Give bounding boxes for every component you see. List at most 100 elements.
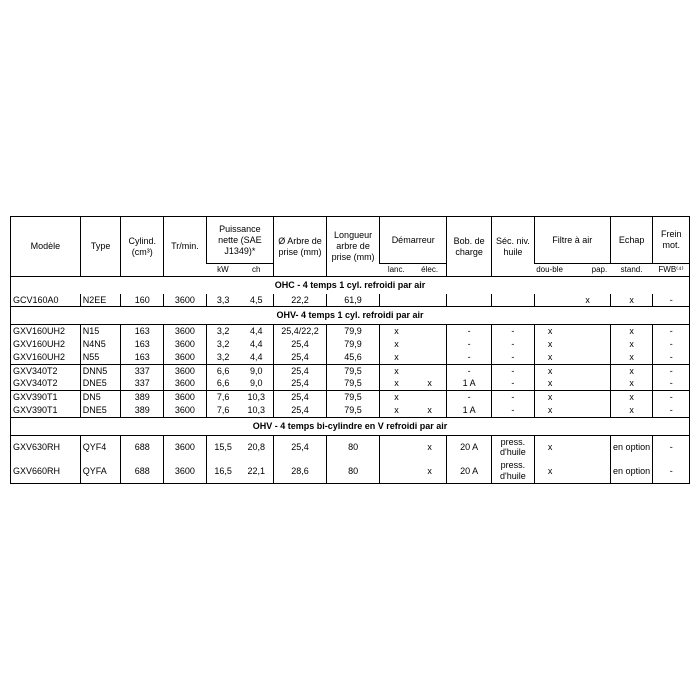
- cell: 3600: [164, 391, 207, 404]
- cell: 22,2: [273, 294, 326, 307]
- cell: x: [610, 364, 653, 377]
- cell: 6,6: [206, 364, 239, 377]
- cell: x: [380, 391, 413, 404]
- col-arbre-len: Longueur arbre de prise (mm): [327, 217, 380, 277]
- cell: 79,9: [327, 325, 380, 338]
- cell: [413, 338, 447, 351]
- cell: 3600: [164, 364, 207, 377]
- cell: [565, 364, 610, 377]
- cell: 3600: [164, 338, 207, 351]
- cell: GXV340T2: [11, 377, 81, 390]
- cell: x: [413, 404, 447, 417]
- col-arbre-dia: Ø Arbre de prise (mm): [273, 217, 326, 277]
- col-kw: kW: [206, 264, 239, 277]
- section-header: OHV - 4 temps bi-cylindre en V refroidi …: [11, 417, 690, 435]
- cell: 3600: [164, 404, 207, 417]
- cell: GXV660RH: [11, 459, 81, 483]
- cell: x: [610, 351, 653, 364]
- cell: DNN5: [80, 364, 121, 377]
- cell: 688: [121, 435, 164, 459]
- cell: x: [610, 325, 653, 338]
- cell: 3,2: [206, 338, 239, 351]
- cell: x: [610, 377, 653, 390]
- cell: x: [413, 377, 447, 390]
- cell: -: [492, 377, 535, 390]
- cell: [413, 325, 447, 338]
- cell: 20 A: [447, 459, 492, 483]
- cell: x: [534, 325, 565, 338]
- cell: [380, 459, 413, 483]
- section-header: OHV- 4 temps 1 cyl. refroidi par air: [11, 307, 690, 325]
- cell: -: [492, 364, 535, 377]
- cell: x: [534, 404, 565, 417]
- col-double: dou-ble: [534, 264, 565, 277]
- cell: 22,1: [240, 459, 274, 483]
- col-modele: Modèle: [11, 217, 81, 277]
- cell: 163: [121, 325, 164, 338]
- cell: 337: [121, 364, 164, 377]
- cell: -: [492, 338, 535, 351]
- cell: 4,4: [240, 325, 274, 338]
- cell: DNE5: [80, 377, 121, 390]
- cell: 79,9: [327, 338, 380, 351]
- cell: -: [653, 404, 690, 417]
- table-row: GXV340T2DNN533736006,69,025,479,5x--xx-: [11, 364, 690, 377]
- cell: 79,5: [327, 377, 380, 390]
- col-pap: pap.: [565, 264, 610, 277]
- cell: N4N5: [80, 338, 121, 351]
- cell: GXV390T1: [11, 404, 81, 417]
- cell: x: [413, 435, 447, 459]
- cell: 3,2: [206, 325, 239, 338]
- cell: x: [534, 377, 565, 390]
- cell: 15,5: [206, 435, 239, 459]
- table-row: GXV390T1DNE538936007,610,325,479,5xx1 A-…: [11, 404, 690, 417]
- cell: 80: [327, 435, 380, 459]
- col-cylind: Cylind. (cm³): [121, 217, 164, 277]
- table-row: GXV340T2DNE533736006,69,025,479,5xx1 A-x…: [11, 377, 690, 390]
- cell: 337: [121, 377, 164, 390]
- cell: GXV340T2: [11, 364, 81, 377]
- cell: x: [610, 404, 653, 417]
- cell: DN5: [80, 391, 121, 404]
- cell: -: [447, 351, 492, 364]
- cell: 25,4: [273, 435, 326, 459]
- cell: 7,6: [206, 391, 239, 404]
- cell: N55: [80, 351, 121, 364]
- cell: x: [610, 391, 653, 404]
- cell: 389: [121, 391, 164, 404]
- cell: x: [534, 338, 565, 351]
- cell: 16,5: [206, 459, 239, 483]
- table-row: GXV160UH2N5516336003,24,425,445,6x--xx-: [11, 351, 690, 364]
- cell: QYFA: [80, 459, 121, 483]
- cell: 25,4: [273, 351, 326, 364]
- cell: QYF4: [80, 435, 121, 459]
- cell: press. d'huile: [492, 459, 535, 483]
- cell: [447, 294, 492, 307]
- col-bob: Bob. de charge: [447, 217, 492, 277]
- cell: [565, 351, 610, 364]
- cell: 3600: [164, 325, 207, 338]
- cell: -: [492, 391, 535, 404]
- cell: DNE5: [80, 404, 121, 417]
- cell: [380, 294, 413, 307]
- cell: 80: [327, 459, 380, 483]
- cell: 25,4: [273, 391, 326, 404]
- cell: x: [380, 338, 413, 351]
- cell: 160: [121, 294, 164, 307]
- cell: -: [653, 294, 690, 307]
- cell: [565, 459, 610, 483]
- cell: x: [380, 404, 413, 417]
- cell: x: [534, 364, 565, 377]
- cell: -: [447, 391, 492, 404]
- cell: [565, 377, 610, 390]
- cell: [565, 435, 610, 459]
- col-type: Type: [80, 217, 121, 277]
- cell: 9,0: [240, 377, 274, 390]
- cell: x: [534, 435, 565, 459]
- cell: -: [492, 325, 535, 338]
- table-row: GXV160UH2N4N516336003,24,425,479,9x--xx-: [11, 338, 690, 351]
- cell: 61,9: [327, 294, 380, 307]
- cell: 20 A: [447, 435, 492, 459]
- cell: [565, 325, 610, 338]
- cell: press. d'huile: [492, 435, 535, 459]
